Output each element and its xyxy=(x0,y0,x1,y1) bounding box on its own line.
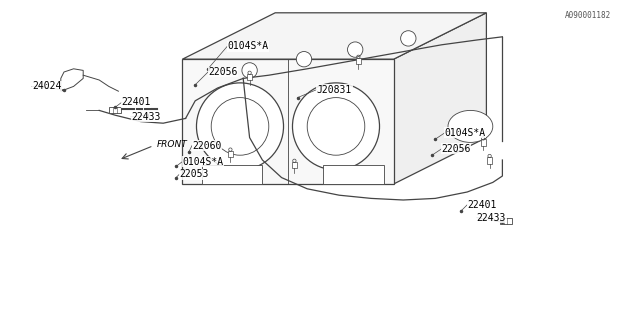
Text: 0104S*A: 0104S*A xyxy=(445,128,486,138)
Bar xyxy=(228,151,233,157)
Circle shape xyxy=(348,42,363,57)
Text: J20831: J20831 xyxy=(317,84,352,95)
Bar xyxy=(356,58,361,65)
Text: 24024: 24024 xyxy=(32,81,61,92)
Polygon shape xyxy=(61,69,83,91)
Text: 22056: 22056 xyxy=(442,144,471,154)
Bar xyxy=(247,74,252,81)
Text: A090001182: A090001182 xyxy=(565,11,611,20)
Text: 0104S*A: 0104S*A xyxy=(182,156,223,167)
Text: 22056: 22056 xyxy=(208,67,237,77)
Polygon shape xyxy=(182,13,486,59)
Bar xyxy=(109,108,121,113)
Polygon shape xyxy=(394,13,486,184)
Bar xyxy=(202,165,262,184)
Bar xyxy=(323,165,384,184)
Bar xyxy=(487,157,492,164)
Ellipse shape xyxy=(448,110,493,142)
Bar xyxy=(292,162,297,168)
Circle shape xyxy=(292,83,380,170)
Polygon shape xyxy=(182,59,394,184)
Bar xyxy=(481,140,486,146)
Text: 22401: 22401 xyxy=(122,97,151,108)
Circle shape xyxy=(401,31,416,46)
Text: 22433: 22433 xyxy=(131,112,161,122)
Circle shape xyxy=(242,63,257,78)
Text: 22060: 22060 xyxy=(192,140,221,151)
Circle shape xyxy=(196,83,284,170)
Bar xyxy=(500,218,511,224)
Text: 22053: 22053 xyxy=(179,169,209,180)
Text: 0104S*A: 0104S*A xyxy=(227,41,268,52)
Circle shape xyxy=(296,52,312,67)
Text: 22401: 22401 xyxy=(467,200,497,210)
Text: 22433: 22433 xyxy=(477,212,506,223)
Text: FRONT: FRONT xyxy=(157,140,188,148)
